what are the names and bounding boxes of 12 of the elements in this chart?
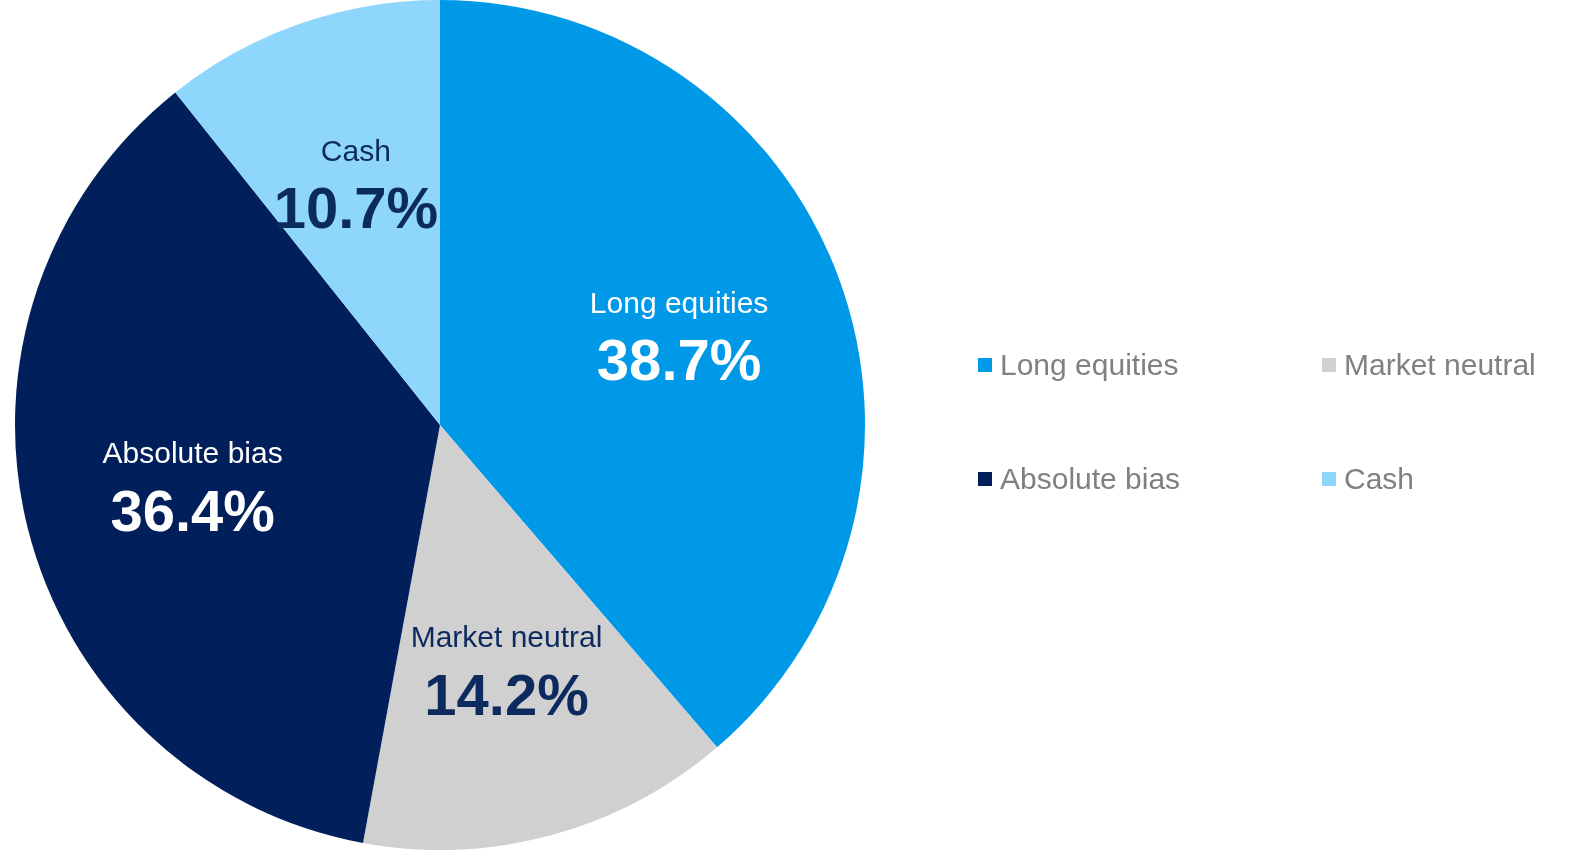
legend-label: Absolute bias [1000, 462, 1181, 496]
legend-label: Market neutral [1344, 348, 1536, 382]
legend-label: Cash [1344, 462, 1415, 496]
data-label: 36.4% [110, 477, 275, 543]
data-label: 10.7% [273, 175, 439, 241]
legend-label: Long equities [1000, 348, 1179, 382]
data-label: 14.2% [424, 662, 589, 728]
slice-label: Long equities [589, 285, 769, 319]
slice-label: Cash [320, 133, 391, 167]
data-label: 38.7% [596, 327, 762, 393]
slice-label: Absolute bias [102, 436, 283, 470]
slice-label: Market neutral [410, 620, 603, 654]
